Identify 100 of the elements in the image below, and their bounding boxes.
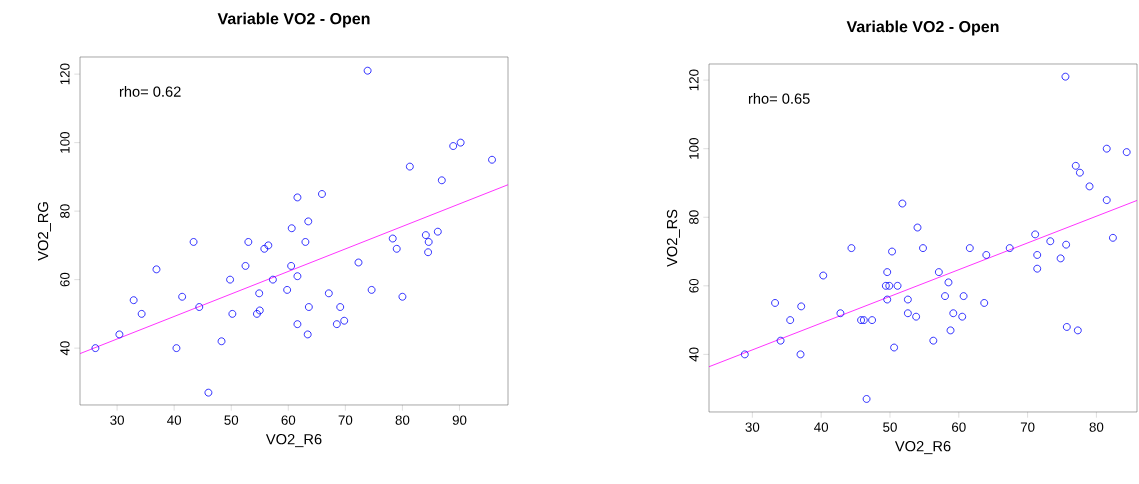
point	[398, 292, 407, 301]
point	[1102, 144, 1111, 153]
x-tick-label: 70	[338, 415, 353, 425]
point	[340, 316, 349, 325]
point	[944, 278, 953, 287]
y-axis-title: VO2_RS	[666, 209, 680, 267]
point	[228, 310, 237, 318]
point	[424, 238, 433, 246]
point	[885, 281, 894, 290]
point	[913, 223, 922, 232]
point	[1122, 148, 1131, 156]
point	[332, 320, 341, 329]
point	[255, 289, 264, 298]
point	[1071, 161, 1080, 170]
point	[1056, 254, 1065, 263]
point	[946, 326, 955, 335]
point	[868, 316, 876, 324]
point	[293, 272, 302, 281]
point	[137, 310, 146, 318]
point	[740, 350, 749, 359]
point	[1061, 72, 1070, 81]
point	[919, 244, 927, 252]
point	[287, 224, 296, 233]
point	[433, 227, 442, 236]
x-tick-label: 40	[167, 415, 182, 425]
point	[424, 248, 432, 257]
point	[304, 303, 313, 311]
point	[847, 244, 856, 252]
point	[934, 268, 943, 276]
point	[965, 244, 974, 252]
y-tick-label: 40	[60, 341, 70, 356]
point	[904, 295, 912, 304]
point	[1046, 237, 1055, 246]
point	[888, 247, 896, 256]
x-axis-title: VO2_R6	[265, 434, 322, 448]
point	[189, 238, 198, 246]
annotation: rho= 0.65	[748, 93, 810, 104]
x-tick-label: 30	[110, 415, 124, 425]
x-tick-label: 80	[395, 415, 410, 425]
point	[388, 234, 397, 243]
point	[264, 241, 273, 250]
point	[392, 244, 401, 253]
x-tick-label: 90	[452, 415, 467, 425]
y-tick-label: 40	[689, 347, 699, 362]
chart-title: Variable VO2 - Open	[217, 12, 370, 28]
y-tick-label: 80	[689, 210, 699, 225]
point	[982, 251, 991, 259]
point	[912, 312, 920, 321]
point	[980, 299, 989, 307]
point	[1062, 323, 1071, 331]
point	[456, 138, 465, 147]
point	[195, 303, 204, 311]
point	[129, 296, 138, 305]
point	[1062, 240, 1070, 249]
point	[881, 281, 890, 290]
y-tick-label: 80	[60, 204, 70, 218]
point	[91, 344, 100, 352]
point	[1102, 196, 1111, 204]
point	[324, 289, 333, 298]
y-tick-label: 60	[689, 278, 699, 293]
point	[293, 193, 302, 202]
x-tick-label: 60	[952, 422, 966, 432]
point	[1073, 326, 1082, 335]
x-tick-label: 50	[883, 422, 897, 432]
point	[1033, 251, 1042, 259]
point	[260, 244, 269, 253]
point	[283, 286, 292, 294]
y-tick-label: 60	[60, 272, 70, 287]
point	[929, 336, 938, 345]
y-tick-label: 100	[689, 138, 699, 159]
point	[255, 306, 264, 315]
point	[244, 238, 253, 246]
point	[204, 388, 213, 397]
point	[318, 190, 326, 198]
point	[437, 176, 446, 185]
point	[949, 309, 958, 318]
y-tick-label: 120	[689, 69, 699, 91]
y-tick-label: 120	[60, 63, 70, 85]
x-tick-label: 30	[745, 422, 760, 432]
x-tick-label: 60	[281, 415, 296, 425]
point	[178, 292, 187, 301]
point	[862, 395, 871, 403]
point	[893, 281, 902, 290]
point	[836, 309, 845, 318]
x-tick-label: 40	[814, 422, 829, 432]
point	[1109, 233, 1117, 242]
point	[405, 162, 414, 171]
point	[941, 292, 949, 300]
point	[217, 337, 226, 346]
point	[253, 310, 261, 318]
point	[1085, 182, 1094, 191]
point	[293, 320, 302, 329]
point	[1005, 244, 1014, 252]
point	[859, 316, 868, 324]
x-tick-label: 80	[1089, 422, 1104, 432]
point	[786, 316, 795, 324]
chart-title: Variable VO2 - Open	[846, 20, 999, 36]
point	[796, 350, 805, 359]
point	[1033, 264, 1042, 273]
point	[152, 265, 161, 274]
